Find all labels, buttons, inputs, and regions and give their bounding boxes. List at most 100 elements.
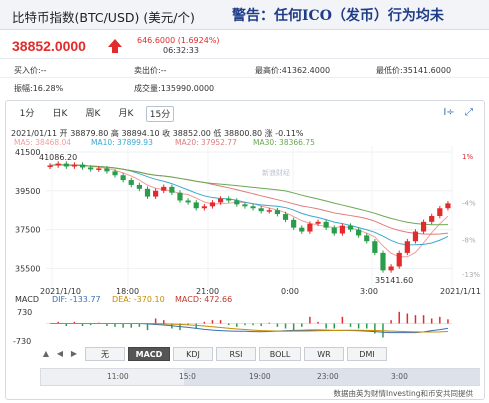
candle-body: [104, 168, 110, 172]
indicator-tab-kdj[interactable]: KDJ: [173, 347, 213, 361]
candle-body: [315, 221, 321, 224]
time-navigator[interactable]: 11:00 15:0 19:00 23:00 3:00: [40, 368, 480, 386]
candle-body: [388, 266, 394, 271]
candle-body: [63, 163, 69, 167]
watermark: 新浪财经: [262, 168, 290, 177]
x-tick-label: 2021/1/11: [440, 287, 481, 296]
tab-weekly[interactable]: 周K: [85, 109, 101, 119]
candle-body: [71, 164, 78, 167]
chart-grid: [46, 146, 453, 290]
candle-body: [79, 164, 86, 168]
indicator-tab-none[interactable]: 无: [85, 347, 125, 361]
candle-body: [331, 227, 337, 234]
indicator-tab-macd[interactable]: MACD: [128, 347, 170, 361]
candle-body: [217, 198, 224, 203]
candle-body: [226, 198, 232, 201]
page-title: 比特币指数(BTC/USD) (美元/个): [12, 10, 195, 25]
candle-body: [437, 208, 443, 216]
y-tick-label: 41500: [15, 148, 40, 157]
navigator-label: 11:00: [107, 372, 129, 381]
expand-icon[interactable]: ⤢: [465, 107, 473, 118]
macd-value: MACD: 472.66: [175, 295, 232, 304]
macd-axis-bottom: -730: [13, 337, 31, 346]
price-change: 646.6000 (1.6924%): [137, 36, 220, 45]
candle-body: [282, 214, 289, 220]
volume: 成交量:135990.0000: [134, 84, 215, 93]
macd-axis-top: 730: [17, 308, 32, 317]
candle-body: [274, 210, 281, 215]
indicator-tab-dmi[interactable]: DMI: [347, 347, 387, 361]
ma-line: [50, 164, 449, 246]
candle-body: [128, 180, 134, 185]
candle-body: [169, 186, 175, 193]
bid-price: 买入价:--: [14, 66, 47, 75]
candle-body: [96, 168, 102, 170]
candle-body: [380, 252, 386, 271]
candle-body: [144, 188, 151, 197]
tab-15min[interactable]: 15分: [146, 106, 174, 122]
y-tick-label: 35500: [15, 264, 40, 273]
crosshair-icon[interactable]: I÷: [443, 107, 455, 118]
indicator-tab-wr[interactable]: WR: [304, 347, 344, 361]
candle-body: [445, 203, 451, 209]
x-tick-label: 0:00: [281, 287, 299, 296]
ma5-label: MA5: 38468.04: [14, 138, 72, 147]
indicator-tab-boll[interactable]: BOLL: [259, 347, 301, 361]
percent-axis: 1% -4% -8% -13%: [462, 153, 480, 279]
x-tick-label: 3:00: [360, 287, 378, 296]
dea-line: [50, 323, 448, 333]
candle-body: [153, 190, 159, 197]
candle-body: [291, 219, 297, 228]
candle-body: [404, 241, 410, 253]
candle-body: [266, 210, 272, 212]
moving-average-lines: [50, 164, 449, 258]
ohlc-summary: 2021/01/11 开 38879.80 高 38894.10 收 38852…: [11, 129, 304, 138]
time-axis: 2021/1/10 18:00 21:00 0:00 3:00 2021/1/11: [40, 287, 481, 296]
ma10-label: MA10: 37899.93: [91, 138, 153, 147]
x-tick-label: 21:00: [196, 287, 219, 296]
candle-body: [185, 200, 191, 203]
candle-body: [372, 241, 378, 253]
navigator-label: 19:00: [249, 372, 271, 381]
candle-body: [55, 163, 61, 166]
warning-banner: 警告：任何ICO（发币）行为均未: [232, 8, 444, 24]
candle-body: [339, 225, 345, 234]
candle-body: [356, 229, 362, 236]
candle-body: [347, 225, 354, 230]
quote-row: 38852.0000 646.6000 (1.6924%) 06:32:33: [0, 30, 489, 58]
first-page-icon[interactable]: ▲: [42, 349, 50, 358]
data-source-note: 数据由英为财情Investing和币安共同提供: [333, 389, 473, 398]
navigator-label: 23:00: [317, 372, 339, 381]
percent-tick-label: -4%: [462, 199, 476, 207]
next-page-icon[interactable]: ▶: [70, 349, 78, 358]
stats-panel: 买入价:-- 卖出价:-- 最高价:41362.4000 最低价:35141.6…: [0, 58, 489, 94]
candle-body: [112, 171, 118, 176]
y-tick-label: 39500: [15, 187, 40, 196]
y-tick-label: 37500: [15, 226, 40, 235]
high-price: 最高价:41362.4000: [255, 66, 331, 75]
candle-body: [299, 227, 305, 232]
tab-daily[interactable]: 日K: [52, 109, 68, 119]
candle-body: [420, 221, 427, 232]
macd-chart: [46, 311, 452, 338]
x-tick-label: 2021/1/10: [40, 287, 81, 296]
candle-body: [177, 192, 183, 201]
tab-1min[interactable]: 1分: [19, 109, 35, 119]
price-axis: 41500 39500 37500 35500: [15, 148, 40, 273]
current-price: 38852.0000: [12, 38, 86, 54]
low-price: 最低价:35141.6000: [376, 66, 452, 75]
dea-value: DEA: -370.10: [112, 295, 165, 304]
high-annotation: 41086.20: [39, 153, 77, 162]
candle-body: [323, 221, 329, 228]
percent-tick-label: 1%: [462, 153, 473, 161]
candle-body: [47, 165, 53, 168]
candle-body: [307, 223, 313, 232]
candle-body: [258, 208, 264, 212]
prev-page-icon[interactable]: ◀: [56, 349, 64, 358]
candle-body: [120, 175, 126, 181]
indicator-tab-rsi[interactable]: RSI: [216, 347, 256, 361]
tab-monthly[interactable]: 月K: [118, 109, 134, 119]
candle-body: [429, 216, 435, 222]
navigator-window[interactable]: [184, 369, 480, 385]
